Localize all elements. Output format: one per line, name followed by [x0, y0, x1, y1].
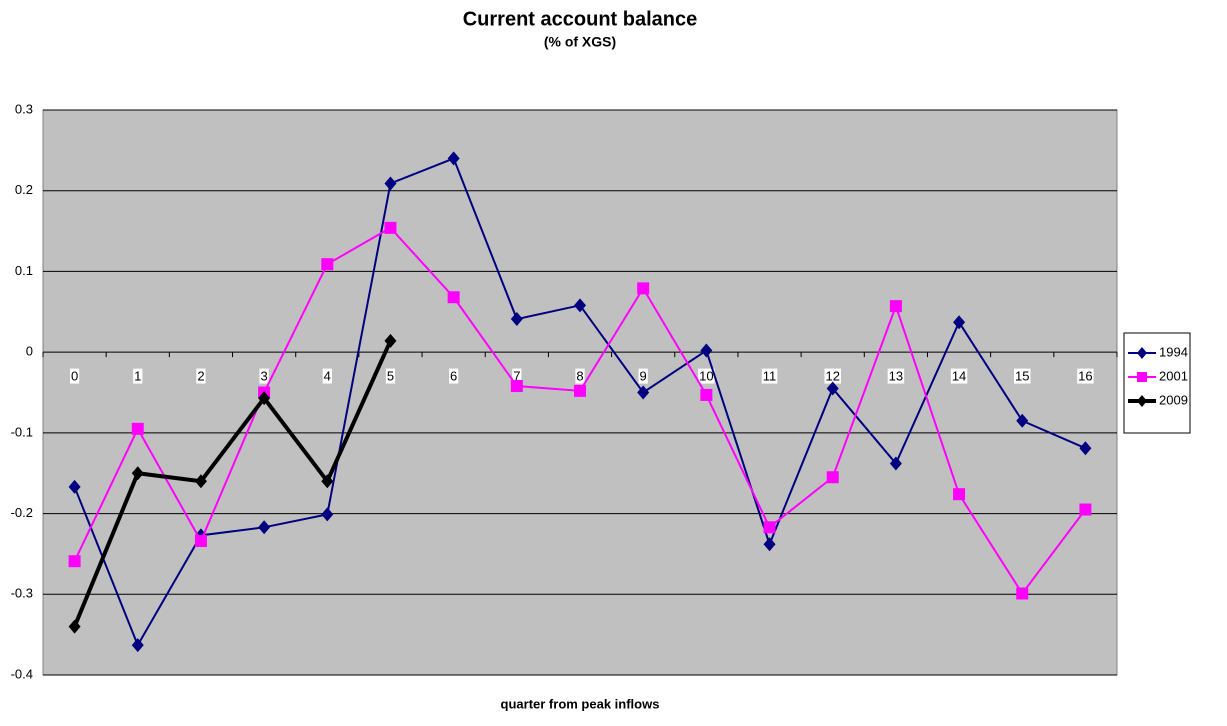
y-tick-label: 0.3 — [15, 101, 33, 116]
marker — [68, 619, 81, 634]
x-tick-label: 6 — [450, 369, 457, 384]
x-tick-label-bg — [761, 368, 778, 384]
x-tick-label-bg — [196, 368, 206, 384]
legend — [1123, 332, 1191, 434]
x-tick-label-bg — [69, 368, 80, 384]
chart-subtitle: (% of XGS) — [544, 34, 616, 50]
marker — [574, 384, 586, 397]
marker — [637, 282, 650, 295]
y-tick-label: -0.4 — [11, 666, 33, 681]
marker — [953, 315, 966, 330]
x-tick-label: 16 — [1078, 369, 1092, 384]
marker — [321, 507, 334, 522]
x-tick-label-bg — [698, 368, 715, 384]
x-tick-label-bg — [385, 368, 396, 384]
marker — [447, 151, 460, 166]
x-tick-label-bg — [950, 368, 968, 384]
marker — [510, 380, 523, 393]
marker — [1137, 395, 1147, 407]
marker — [321, 258, 334, 271]
marker — [68, 479, 81, 494]
marker — [574, 298, 586, 313]
y-tick-label: -0.1 — [11, 424, 33, 439]
marker — [826, 381, 839, 396]
chart-title: Current account balance — [463, 8, 698, 30]
marker — [1137, 372, 1147, 382]
marker — [510, 312, 523, 327]
marker — [700, 388, 713, 401]
marker — [700, 343, 713, 358]
marker — [826, 471, 839, 484]
marker — [68, 555, 81, 568]
marker — [258, 520, 271, 535]
marker — [131, 638, 144, 653]
x-tick-label: 3 — [261, 369, 268, 384]
marker — [447, 291, 460, 304]
marker — [1137, 347, 1147, 359]
y-tick-label: 0 — [26, 344, 33, 359]
x-tick-label: 12 — [825, 369, 839, 384]
marker — [1079, 503, 1092, 516]
marker — [194, 474, 207, 489]
y-tick-label: -0.3 — [11, 586, 33, 601]
legend-label: 2001 — [1159, 368, 1188, 383]
legend-label: 1994 — [1159, 344, 1188, 359]
x-tick-label-bg — [133, 368, 143, 384]
x-tick-label: 13 — [889, 369, 903, 384]
x-tick-label: 10 — [699, 369, 713, 384]
x-tick-label-bg — [449, 368, 459, 384]
marker — [1016, 413, 1029, 428]
x-tick-label-bg — [259, 368, 269, 384]
x-tick-label-bg — [575, 368, 585, 384]
marker — [384, 176, 397, 191]
marker — [131, 422, 144, 435]
marker — [384, 221, 397, 234]
x-tick-label: 15 — [1015, 369, 1029, 384]
x-tick-label-bg — [887, 368, 905, 384]
marker — [763, 537, 776, 552]
marker — [1079, 441, 1092, 456]
x-tick-label: 9 — [640, 369, 647, 384]
marker — [1016, 587, 1029, 600]
x-tick-label-bg — [824, 368, 841, 384]
marker — [258, 391, 271, 406]
marker — [384, 333, 397, 348]
x-tick-label-bg — [512, 368, 522, 384]
x-tick-label: 7 — [513, 369, 520, 384]
x-tick-label: 0 — [71, 369, 78, 384]
x-axis-title: quarter from peak inflows — [501, 696, 660, 711]
x-tick-label: 4 — [324, 369, 331, 384]
y-tick-label: 0.1 — [15, 263, 33, 278]
x-tick-label: 1 — [134, 369, 141, 384]
marker — [889, 456, 902, 471]
legend-label: 2009 — [1159, 392, 1188, 407]
series-line — [72, 340, 393, 628]
y-tick-label: -0.2 — [11, 505, 33, 520]
x-tick-label: 5 — [387, 369, 394, 384]
x-tick-label: 11 — [763, 369, 777, 384]
marker — [321, 474, 334, 489]
marker — [763, 521, 776, 534]
x-tick-label: 2 — [197, 369, 204, 384]
marker — [889, 300, 902, 313]
y-tick-label: 0.2 — [15, 182, 33, 197]
x-tick-label: 14 — [952, 369, 966, 384]
x-tick-label-bg — [322, 368, 332, 384]
x-tick-label: 8 — [576, 369, 583, 384]
x-tick-label-bg — [1077, 368, 1094, 384]
marker — [194, 535, 207, 548]
marker — [637, 385, 650, 400]
marker — [953, 488, 966, 501]
marker — [131, 466, 144, 481]
x-tick-label-bg — [1014, 368, 1031, 384]
x-tick-label-bg — [638, 368, 648, 384]
